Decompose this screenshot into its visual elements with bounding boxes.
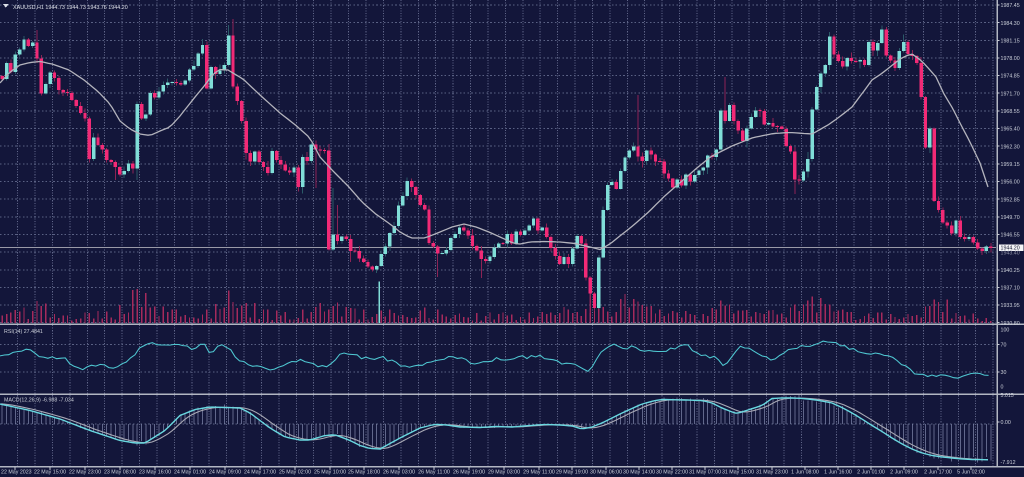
svg-text:2 Jun 17:00: 2 Jun 17:00 bbox=[924, 470, 952, 476]
svg-text:1965.40: 1965.40 bbox=[1001, 127, 1020, 133]
svg-text:0: 0 bbox=[1001, 385, 1004, 391]
svg-text:1943.40: 1943.40 bbox=[1001, 251, 1020, 257]
svg-text:22 May 23:00: 22 May 23:00 bbox=[69, 470, 101, 476]
svg-text:30 May 06:00: 30 May 06:00 bbox=[590, 470, 622, 476]
svg-text:31 May 23:00: 31 May 23:00 bbox=[756, 470, 788, 476]
svg-text:1930.80: 1930.80 bbox=[1001, 321, 1020, 327]
svg-text:22 May 15:00: 22 May 15:00 bbox=[34, 470, 66, 476]
svg-text:1940.25: 1940.25 bbox=[1001, 268, 1020, 274]
svg-text:30: 30 bbox=[1001, 370, 1007, 376]
svg-text:1978.00: 1978.00 bbox=[1001, 56, 1020, 62]
svg-text:1 Jun 16:00: 1 Jun 16:00 bbox=[824, 470, 852, 476]
svg-text:1974.85: 1974.85 bbox=[1001, 74, 1020, 80]
svg-text:24 May 01:00: 24 May 01:00 bbox=[174, 470, 206, 476]
svg-text:1949.70: 1949.70 bbox=[1001, 215, 1020, 221]
svg-text:26 May 03:00: 26 May 03:00 bbox=[383, 470, 415, 476]
svg-text:2 Jun 01:00: 2 Jun 01:00 bbox=[857, 470, 885, 476]
svg-text:1962.30: 1962.30 bbox=[1001, 144, 1020, 150]
svg-text:26 May 11:00: 26 May 11:00 bbox=[418, 470, 450, 476]
svg-text:1971.70: 1971.70 bbox=[1001, 91, 1020, 97]
svg-text:-7.912: -7.912 bbox=[1001, 460, 1016, 466]
svg-text:1937.10: 1937.10 bbox=[1001, 286, 1020, 292]
svg-text:26 May 19:00: 26 May 19:00 bbox=[453, 470, 485, 476]
svg-text:1987.45: 1987.45 bbox=[1001, 3, 1020, 9]
svg-text:1984.30: 1984.30 bbox=[1001, 21, 1020, 27]
svg-text:30 May 22:00: 30 May 22:00 bbox=[656, 470, 688, 476]
svg-text:2 Jun 09:00: 2 Jun 09:00 bbox=[890, 470, 918, 476]
svg-text:23 May 08:00: 23 May 08:00 bbox=[104, 470, 136, 476]
svg-text:5 Jun 02:00: 5 Jun 02:00 bbox=[957, 470, 985, 476]
svg-text:29 May 19:00: 29 May 19:00 bbox=[556, 470, 588, 476]
svg-text:25 May 02:00: 25 May 02:00 bbox=[279, 470, 311, 476]
svg-text:25 May 10:00: 25 May 10:00 bbox=[314, 470, 346, 476]
svg-text:RSI(14) 27.4841: RSI(14) 27.4841 bbox=[4, 329, 43, 335]
svg-text:0.00: 0.00 bbox=[1001, 420, 1011, 426]
svg-text:25 May 18:00: 25 May 18:00 bbox=[348, 470, 380, 476]
svg-text:1946.55: 1946.55 bbox=[1001, 233, 1020, 239]
svg-text:1 Jun 08:00: 1 Jun 08:00 bbox=[791, 470, 819, 476]
svg-text:1944.20: 1944.20 bbox=[1001, 246, 1020, 252]
svg-text:29 May 11:00: 29 May 11:00 bbox=[523, 470, 555, 476]
svg-text:1956.00: 1956.00 bbox=[1001, 180, 1020, 186]
svg-text:XAUUSD,H1 1944.73 1944.73 194: XAUUSD,H1 1944.73 1944.73 1943.76 1944.2… bbox=[13, 5, 128, 11]
svg-text:1981.15: 1981.15 bbox=[1001, 38, 1020, 44]
svg-text:29 May 03:00: 29 May 03:00 bbox=[488, 470, 520, 476]
svg-text:24 May 09:00: 24 May 09:00 bbox=[209, 470, 241, 476]
svg-text:70: 70 bbox=[1001, 343, 1007, 349]
svg-text:24 May 17:00: 24 May 17:00 bbox=[244, 470, 276, 476]
svg-text:22 May 2023: 22 May 2023 bbox=[1, 470, 32, 476]
svg-text:23 May 16:00: 23 May 16:00 bbox=[139, 470, 171, 476]
svg-text:1933.95: 1933.95 bbox=[1001, 303, 1020, 309]
svg-text:30 May 14:00: 30 May 14:00 bbox=[623, 470, 655, 476]
svg-text:100: 100 bbox=[1001, 328, 1010, 334]
svg-text:31 May 15:00: 31 May 15:00 bbox=[722, 470, 754, 476]
svg-text:1952.85: 1952.85 bbox=[1001, 197, 1020, 203]
svg-text:1959.15: 1959.15 bbox=[1001, 162, 1020, 168]
svg-text:5.015: 5.015 bbox=[1001, 393, 1014, 399]
svg-text:31 May 07:00: 31 May 07:00 bbox=[689, 470, 721, 476]
svg-text:1968.55: 1968.55 bbox=[1001, 109, 1020, 115]
svg-text:MACD(12,26,9) -6.988 -7.034: MACD(12,26,9) -6.988 -7.034 bbox=[4, 398, 74, 404]
